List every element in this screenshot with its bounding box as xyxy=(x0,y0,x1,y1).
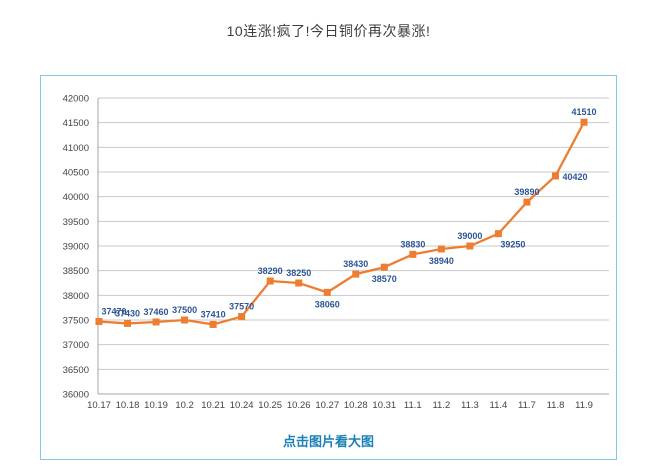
data-point-marker xyxy=(551,172,559,180)
x-axis-tick-label: 10.27 xyxy=(315,400,339,411)
data-point-label: 38060 xyxy=(315,299,340,309)
x-axis-tick-label: 10.2 xyxy=(175,400,194,411)
data-point-marker xyxy=(580,118,588,126)
data-point-marker xyxy=(124,319,132,327)
y-axis-tick-label: 40500 xyxy=(63,168,89,179)
y-axis-tick-label: 40000 xyxy=(63,192,89,203)
x-axis-tick-label: 10.31 xyxy=(372,400,396,411)
x-axis-tick-label: 10.26 xyxy=(287,400,311,411)
data-point-label: 41510 xyxy=(571,107,596,117)
y-axis-tick-label: 37000 xyxy=(63,340,89,351)
y-axis-tick-label: 39500 xyxy=(63,217,89,228)
data-point-marker xyxy=(266,277,274,285)
data-point-marker xyxy=(380,263,388,271)
y-axis-tick-label: 41500 xyxy=(63,118,89,129)
x-axis-tick-label: 10.18 xyxy=(116,400,140,411)
data-point-label: 39890 xyxy=(514,187,539,197)
x-axis-tick-label: 11.4 xyxy=(490,400,508,411)
data-point-marker xyxy=(238,313,246,321)
data-point-marker xyxy=(295,279,303,287)
data-point-marker xyxy=(323,288,331,296)
copper-price-line-chart: 42000 41500 41000 40500 40000 39500 39000 38500… xyxy=(63,94,609,411)
x-axis-tick-label: 11.2 xyxy=(432,400,450,411)
data-point-label: 37470 xyxy=(101,306,126,316)
data-point-marker xyxy=(209,320,217,328)
x-axis-tick-label: 11.8 xyxy=(547,400,565,411)
data-point-label: 37570 xyxy=(229,302,254,312)
data-point-marker xyxy=(352,270,360,278)
data-point-label: 38250 xyxy=(286,268,311,278)
data-point-label: 40420 xyxy=(562,172,587,182)
data-point-label: 37460 xyxy=(144,307,169,317)
data-point-label: 37500 xyxy=(172,305,197,315)
x-axis-tick-label: 11.1 xyxy=(404,400,422,411)
y-axis-tick-label: 36000 xyxy=(63,390,89,401)
y-axis-tick-label: 37500 xyxy=(63,316,89,327)
data-point-label: 38940 xyxy=(429,256,454,266)
y-axis-tick-label: 39000 xyxy=(63,242,89,253)
x-axis-tick-label: 10.28 xyxy=(344,400,368,411)
data-point-marker xyxy=(494,230,502,238)
x-axis-tick-label: 10.19 xyxy=(144,400,168,411)
data-point-label: 38290 xyxy=(258,266,283,276)
data-point-marker xyxy=(409,250,417,258)
y-axis-tick-label: 38500 xyxy=(63,266,89,277)
view-large-image-link[interactable]: 点击图片看大图 xyxy=(282,434,374,449)
data-point-marker xyxy=(466,242,474,250)
x-axis-tick-label: 10.21 xyxy=(201,400,225,411)
y-axis-tick-label: 41000 xyxy=(63,143,89,154)
x-axis-tick-label: 11.3 xyxy=(461,400,479,411)
data-point-marker xyxy=(95,317,103,325)
price-series-line xyxy=(98,121,586,326)
data-point-label: 39250 xyxy=(500,240,525,250)
y-axis-tick-label: 38000 xyxy=(63,291,89,302)
y-axis-tick-label: 36500 xyxy=(63,365,89,376)
data-point-marker xyxy=(152,318,160,326)
page-title: 10连涨!疯了!今日铜价再次暴涨! xyxy=(226,23,431,39)
data-point-label: 37410 xyxy=(201,309,226,319)
x-axis-tick-label: 11.7 xyxy=(518,400,536,411)
copper-price-chart-image[interactable]: 42000 41500 41000 40500 40000 39500 39000 38500… xyxy=(40,75,617,460)
data-point-marker xyxy=(181,316,189,324)
data-point-label: 38570 xyxy=(372,274,397,284)
y-axis-tick-label: 42000 xyxy=(63,94,89,105)
data-point-label: 37430 xyxy=(115,308,140,318)
data-point-marker xyxy=(523,198,531,206)
x-axis-tick-label: 10.24 xyxy=(230,400,254,411)
x-axis-tick-label: 10.25 xyxy=(258,400,282,411)
data-point-label: 39000 xyxy=(457,231,482,241)
data-point-marker xyxy=(437,245,445,253)
x-axis-tick-label: 11.9 xyxy=(575,400,593,411)
data-point-label: 38430 xyxy=(343,259,368,269)
data-point-label: 38830 xyxy=(400,239,425,249)
x-axis-tick-label: 10.17 xyxy=(87,400,111,411)
